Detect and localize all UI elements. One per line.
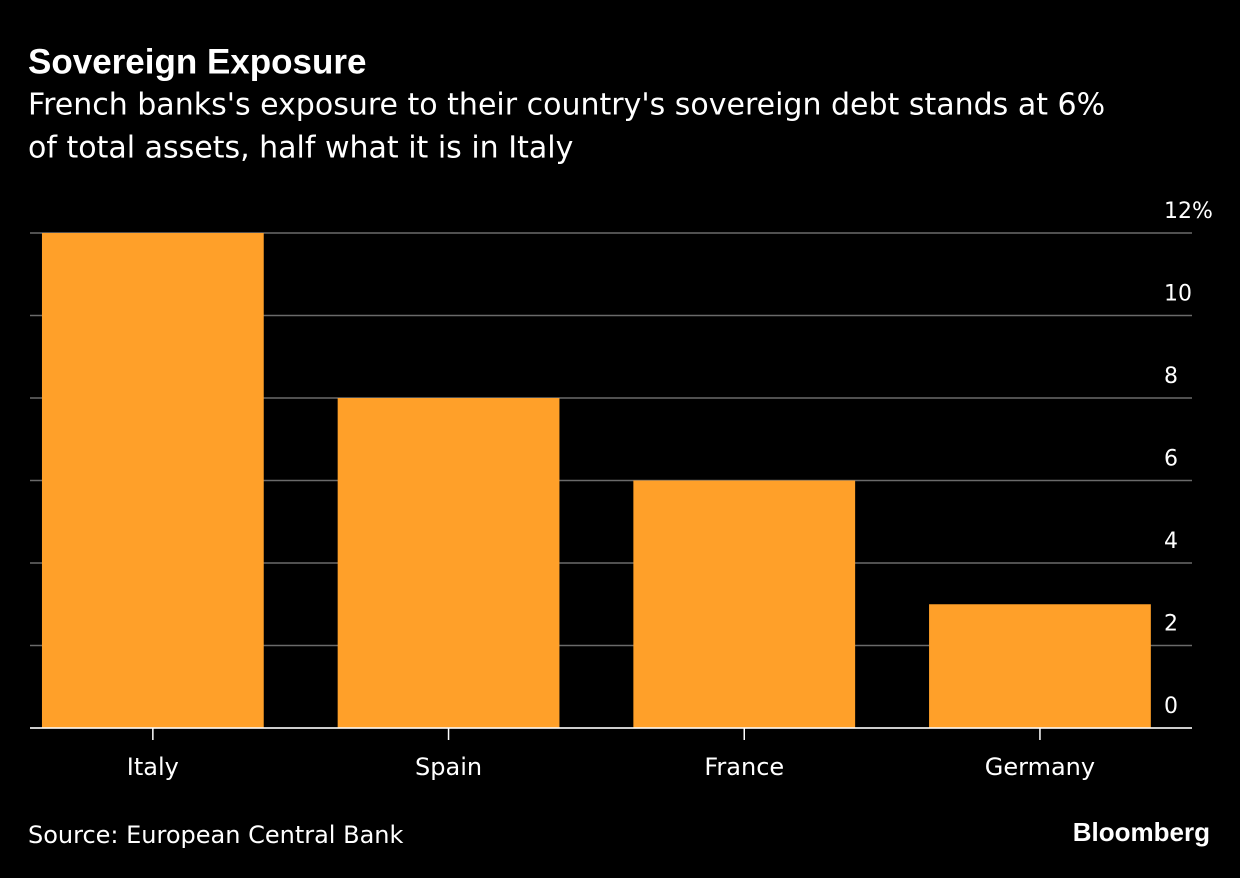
chart-title: Sovereign Exposure	[28, 42, 366, 81]
y-tick-label: 12%	[1164, 199, 1213, 224]
y-tick-label: 2	[1164, 612, 1178, 637]
bar	[633, 480, 856, 728]
bar	[337, 398, 560, 728]
source: Source: European Central Bank	[28, 821, 403, 849]
chart-subtitle: of total assets, half what it is in Ital…	[28, 131, 573, 166]
x-tick-label: Italy	[127, 753, 179, 781]
x-tick-label: France	[704, 753, 784, 781]
y-tick-label: 10	[1164, 282, 1192, 307]
y-tick-label: 4	[1164, 529, 1178, 554]
y-tick-label: 6	[1164, 447, 1178, 472]
brand: Bloomberg	[1073, 817, 1210, 847]
bar	[41, 233, 264, 728]
bar	[929, 604, 1151, 728]
y-tick-label: 0	[1164, 694, 1178, 719]
x-tick-label: Germany	[985, 753, 1095, 781]
y-tick-label: 8	[1164, 364, 1178, 389]
x-tick-label: Spain	[415, 753, 482, 781]
chart-subtitle: French banks's exposure to their country…	[28, 88, 1105, 123]
